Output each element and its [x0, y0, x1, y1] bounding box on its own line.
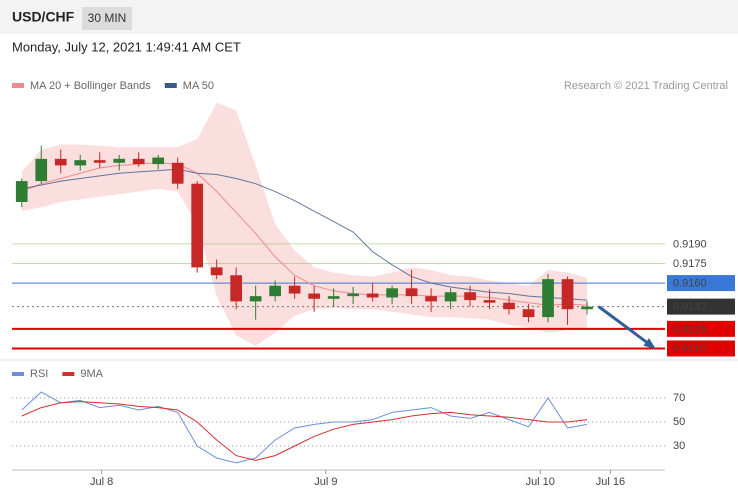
- candle-body: [35, 158, 48, 182]
- level-box: [667, 340, 735, 357]
- candle-body: [152, 157, 165, 165]
- candle-body: [249, 296, 262, 302]
- x-tick-label: Jul 16: [596, 476, 625, 488]
- legend-swatch: [62, 372, 75, 376]
- x-tick-label: Jul 10: [526, 476, 555, 488]
- candle-body: [366, 293, 379, 298]
- rsi-tick-label: 70: [673, 392, 685, 404]
- x-tick-label: Jul 9: [314, 476, 337, 488]
- candle-body: [93, 160, 106, 163]
- level-label: 0.9125: [673, 323, 707, 335]
- candle-body: [522, 309, 535, 318]
- level-label: 0.9110: [673, 343, 706, 355]
- legend-label: MA 50: [183, 80, 214, 92]
- rsi-tick-label: 50: [673, 416, 685, 428]
- rsi-line: [21, 391, 588, 464]
- arrow-head: [643, 338, 656, 349]
- candle-body: [230, 275, 243, 302]
- candle-body: [347, 293, 359, 297]
- legend-swatch: [12, 83, 24, 88]
- credit: Research © 2021 Trading Central: [564, 80, 728, 92]
- candle-body: [386, 288, 398, 298]
- level-label: 0.9175: [673, 258, 707, 270]
- candle-body: [542, 279, 554, 318]
- rsi-line: [21, 401, 588, 461]
- forecast-arrow: [597, 305, 655, 349]
- legend-label: RSI: [30, 368, 48, 380]
- candle-body: [132, 158, 145, 165]
- candle-body: [308, 293, 320, 299]
- level-box: [667, 275, 735, 292]
- level-box: [667, 298, 735, 315]
- candle-body: [425, 296, 437, 302]
- candle-body: [210, 267, 223, 276]
- level-label: 0.9160: [673, 277, 707, 289]
- legend-swatch: [12, 372, 24, 376]
- candle-body: [561, 279, 574, 310]
- candle-body: [288, 285, 301, 294]
- candle-body: [444, 292, 457, 302]
- candle-body: [327, 296, 340, 299]
- x-tick-label: Jul 8: [90, 476, 113, 488]
- candle-body: [483, 300, 496, 303]
- candle-body: [405, 288, 418, 297]
- legend-swatch: [164, 83, 177, 88]
- candle-body: [503, 302, 515, 310]
- level-label: 0.9142: [673, 301, 707, 313]
- candle-body: [113, 158, 126, 163]
- candle-body: [15, 181, 28, 202]
- candle-body: [54, 158, 67, 166]
- timeframe[interactable]: 30 MIN: [88, 11, 127, 25]
- timeframe-tab[interactable]: [82, 7, 132, 30]
- candle-body: [464, 292, 476, 301]
- bollinger-band: [21, 102, 588, 346]
- level-box: [667, 320, 735, 337]
- level-label: 0.9190: [673, 238, 707, 250]
- rsi-tick-label: 30: [673, 440, 685, 452]
- moving-average: [21, 162, 588, 306]
- candle-body: [171, 162, 184, 184]
- moving-average: [21, 168, 588, 301]
- candle-body: [191, 183, 204, 268]
- candle-body: [269, 285, 281, 297]
- legend-label: MA 20 + Bollinger Bands: [30, 80, 151, 92]
- candle-body: [74, 160, 87, 166]
- symbol: USD/CHF: [12, 9, 75, 25]
- legend-label: 9MA: [80, 368, 103, 380]
- timestamp: Monday, July 12, 2021 1:49:41 AM CET: [12, 39, 241, 54]
- candle-body: [581, 306, 593, 310]
